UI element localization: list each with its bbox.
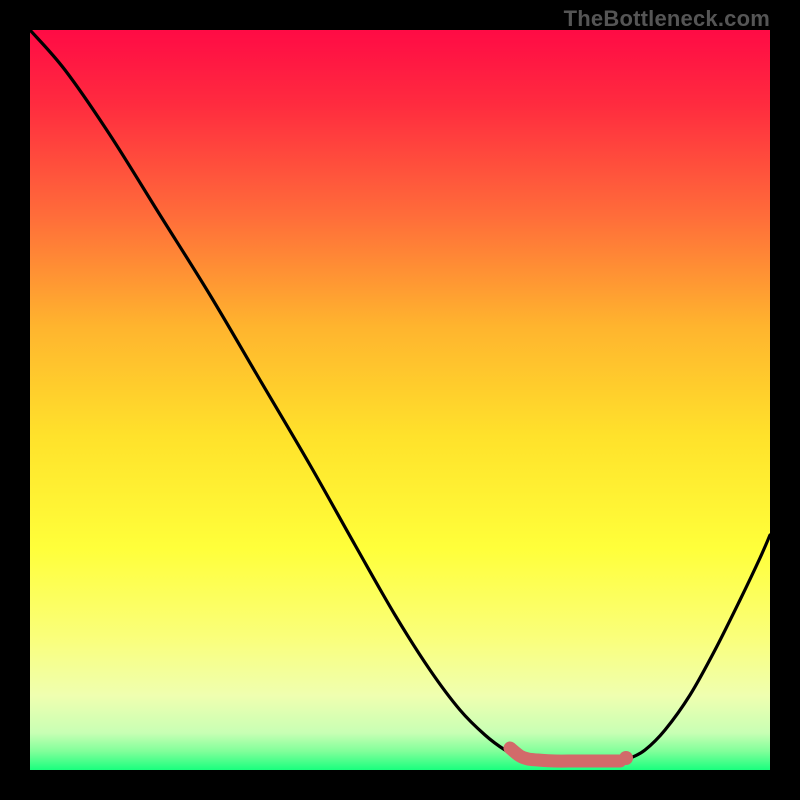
- bottleneck-curve: [30, 30, 770, 761]
- curve-overlay: [30, 30, 770, 770]
- chart-area: [30, 30, 770, 770]
- optimal-range-marker: [510, 748, 620, 761]
- watermark-text: TheBottleneck.com: [564, 6, 770, 32]
- optimal-range-end-dot: [619, 751, 633, 765]
